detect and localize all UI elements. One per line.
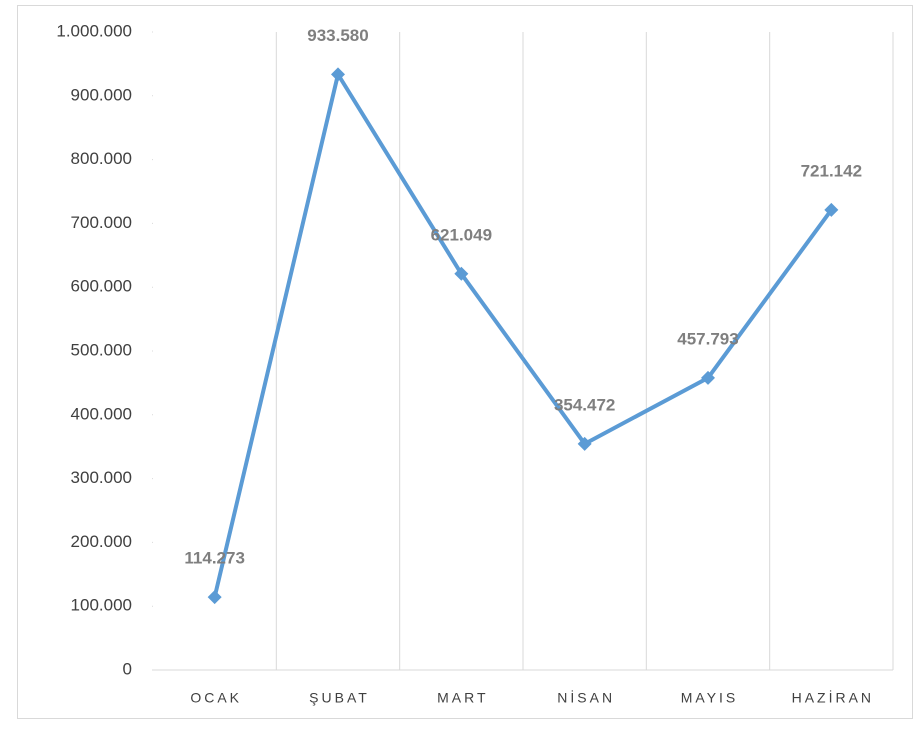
data-point [824, 202, 839, 217]
y-tick-label: 900.000 [71, 85, 132, 104]
data-label: 933.580 [307, 26, 368, 45]
y-tick-label: 400.000 [71, 404, 132, 423]
data-point [207, 590, 222, 605]
y-tick-label: 300.000 [71, 468, 132, 487]
x-tick-label: HAZİRAN [792, 689, 874, 706]
data-point [331, 67, 345, 82]
y-tick-label: 100.000 [71, 596, 132, 615]
data-label: 354.472 [554, 395, 615, 414]
data-line [212, 72, 833, 598]
data-label: 114.273 [184, 549, 245, 568]
data-point [577, 436, 592, 451]
x-tick-label: MAYIS [681, 690, 739, 706]
y-tick-label: 800.000 [71, 149, 132, 168]
y-tick-label: 1.000.000 [56, 21, 132, 40]
data-label: 721.142 [801, 161, 862, 180]
x-tick-label: MART [437, 690, 488, 706]
data-label: 621.049 [431, 225, 492, 244]
x-tick-label: OCAK [190, 690, 242, 706]
y-tick-label: 200.000 [71, 532, 132, 551]
x-tick-label: NİSAN [557, 689, 615, 706]
x-tick-label: ŞUBAT [309, 690, 370, 706]
y-tick-label: 0 [123, 659, 132, 678]
data-point [701, 370, 715, 385]
data-point [454, 266, 469, 281]
y-tick-label: 500.000 [71, 340, 132, 359]
y-tick-label: 600.000 [71, 277, 132, 296]
y-tick-label: 700.000 [71, 213, 132, 232]
data-label: 457.793 [677, 329, 738, 348]
chart-border [17, 5, 913, 719]
